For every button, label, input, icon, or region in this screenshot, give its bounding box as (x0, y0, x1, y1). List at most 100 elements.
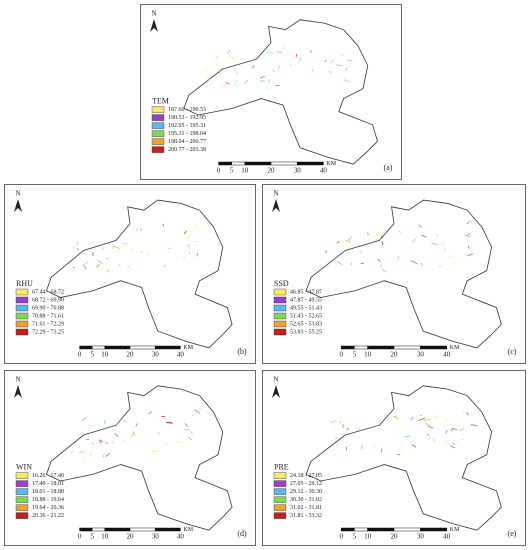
road-segment (139, 228, 143, 232)
road-segment (77, 248, 79, 251)
scale-unit: KM (183, 345, 193, 351)
road-segment (335, 437, 339, 439)
road-segment (336, 240, 340, 244)
legend-swatch (151, 146, 165, 153)
road-segment (345, 68, 348, 71)
scale-label: 40 (443, 351, 451, 359)
road-segment (107, 242, 111, 244)
legend-label: 69.90 - 70.88 (32, 305, 64, 311)
road-segment (295, 53, 298, 58)
north-arrow (14, 385, 22, 398)
legend-swatch (15, 480, 29, 487)
legend-swatch (273, 512, 287, 519)
legend-swatch (15, 496, 29, 503)
road-segment (105, 257, 109, 260)
panel-frame (140, 4, 402, 180)
road-segment (266, 87, 268, 89)
legend-label: 72.29 - 73.25 (32, 329, 64, 335)
legend-swatch (15, 320, 29, 328)
scale-label: 5 (353, 533, 357, 541)
panel-frame (262, 370, 526, 546)
road-segment (76, 241, 79, 246)
road-segment (381, 232, 384, 236)
legend-label: 70.88 - 71.61 (32, 313, 64, 319)
road-segment (226, 49, 231, 54)
legend-swatch (151, 106, 165, 113)
scale-label: 0 (78, 533, 82, 541)
road-segment (71, 450, 74, 453)
scale-unit: KM (326, 161, 336, 167)
legend-label: 187.60 - 190.53 (168, 107, 206, 113)
legend-label: 24.18 - 27.05 (290, 473, 322, 479)
scale-segment (218, 161, 232, 166)
panel-label: (a) (384, 163, 393, 172)
road-segment (380, 235, 383, 238)
road-segment (188, 251, 190, 254)
panel-frame (262, 184, 526, 364)
legend-label: 31.81 - 33.32 (290, 513, 322, 519)
road-segment (418, 224, 422, 228)
scale-label: 10 (241, 167, 249, 175)
road-segment (419, 414, 423, 417)
legend-swatch (273, 480, 287, 487)
legend-label: 192.95 - 195.31 (168, 123, 206, 129)
legend-swatch (273, 288, 287, 296)
road-segment (82, 459, 86, 463)
scale-segment (104, 527, 131, 532)
road-segment (424, 422, 431, 426)
north-arrow (272, 385, 280, 398)
legend-label: 46.85 - 47.87 (290, 289, 322, 295)
road-segment (176, 441, 182, 444)
scale-segment (367, 345, 395, 350)
legend-swatch (151, 122, 165, 129)
road-segment (358, 427, 361, 432)
legend-swatch (15, 288, 29, 296)
road-segment (440, 242, 445, 246)
road-segment (418, 417, 426, 421)
road-segment (330, 420, 337, 424)
road-segment (272, 69, 275, 72)
road-segment (453, 442, 455, 446)
legend-swatch (151, 138, 165, 145)
road-segment (377, 259, 381, 262)
road-segment (225, 82, 230, 85)
legend-title: SSD (274, 279, 289, 288)
road-segment (299, 57, 302, 62)
road-segment (113, 245, 121, 250)
road-segment (359, 250, 363, 254)
road-segment (206, 77, 212, 81)
road-segment (450, 428, 454, 432)
road-segment (130, 433, 135, 438)
legend-label: 30.30 - 31.02 (290, 497, 322, 503)
legend-swatch (273, 312, 287, 320)
scale-label: 20 (127, 533, 135, 541)
road-segment (98, 439, 102, 444)
road-segment (234, 82, 237, 87)
road-segment (103, 422, 106, 425)
legend-label: 53.83 - 55.25 (290, 329, 322, 335)
north-label: N (15, 190, 20, 198)
road-segment (467, 233, 470, 236)
road-segment (103, 419, 107, 423)
road-segment (420, 262, 424, 266)
road-segment (244, 79, 249, 85)
road-segment (470, 424, 478, 426)
road-segment (349, 236, 353, 239)
scale-label: 40 (443, 533, 451, 541)
panel-label: (e) (508, 529, 517, 538)
boundary (305, 199, 502, 349)
road-segment (464, 235, 471, 238)
legend-label: 47.87 - 49.55 (290, 297, 322, 303)
legend-label: 200.77 - 203.38 (168, 147, 206, 153)
boundary (183, 19, 378, 165)
legend-label: 51.43 - 52.65 (290, 313, 322, 319)
road-segment (468, 246, 470, 249)
road-segment (168, 247, 171, 250)
scale-segment (340, 527, 355, 532)
north-arrow (14, 199, 22, 212)
legend-label: 71.61 - 72.29 (32, 321, 64, 327)
road-segment (346, 427, 350, 431)
legend-title: RHU (16, 279, 33, 288)
